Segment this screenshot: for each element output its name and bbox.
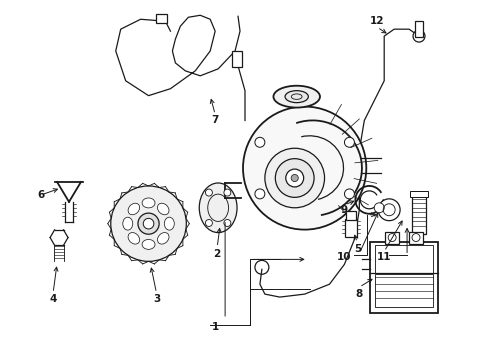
Ellipse shape [142,239,155,249]
Text: 2: 2 [213,249,220,260]
Text: 12: 12 [369,16,384,26]
Text: 1: 1 [211,322,218,332]
Bar [409,191,427,197]
Text: 3: 3 [153,294,160,304]
Text: 11: 11 [376,252,391,262]
Ellipse shape [157,233,169,244]
Circle shape [412,30,424,42]
Bar [414,21,422,37]
Ellipse shape [164,217,174,230]
Circle shape [290,175,298,181]
Circle shape [143,219,154,229]
Ellipse shape [122,217,132,230]
Circle shape [377,199,399,221]
Circle shape [254,189,264,199]
Text: 4: 4 [49,294,57,304]
Circle shape [285,169,303,187]
Circle shape [344,137,354,147]
Bar [374,274,432,307]
Bar [369,242,437,313]
Ellipse shape [128,233,140,244]
Circle shape [205,220,212,226]
Circle shape [205,189,212,196]
Text: 7: 7 [211,116,219,126]
Circle shape [344,189,354,199]
Bar [345,219,357,237]
Ellipse shape [285,91,308,103]
Ellipse shape [199,183,237,233]
Ellipse shape [273,86,319,108]
Bar [385,231,398,243]
Bar [232,51,242,67]
Circle shape [243,107,366,230]
Text: 10: 10 [337,252,351,262]
Bar [155,14,167,23]
Text: 6: 6 [38,190,45,200]
Bar [374,246,432,273]
Circle shape [224,220,230,226]
Circle shape [275,159,313,197]
Text: 8: 8 [355,289,362,299]
Circle shape [373,203,384,213]
Circle shape [111,186,186,261]
Bar [411,196,425,234]
Circle shape [224,189,230,196]
Text: 5: 5 [353,244,360,255]
Circle shape [264,148,324,208]
Ellipse shape [157,203,169,215]
Circle shape [138,213,159,234]
Ellipse shape [128,203,140,215]
Text: 9: 9 [340,205,347,215]
Polygon shape [50,230,68,245]
Bar [408,231,422,243]
Ellipse shape [142,198,155,208]
Circle shape [254,137,264,147]
Bar [346,211,356,220]
